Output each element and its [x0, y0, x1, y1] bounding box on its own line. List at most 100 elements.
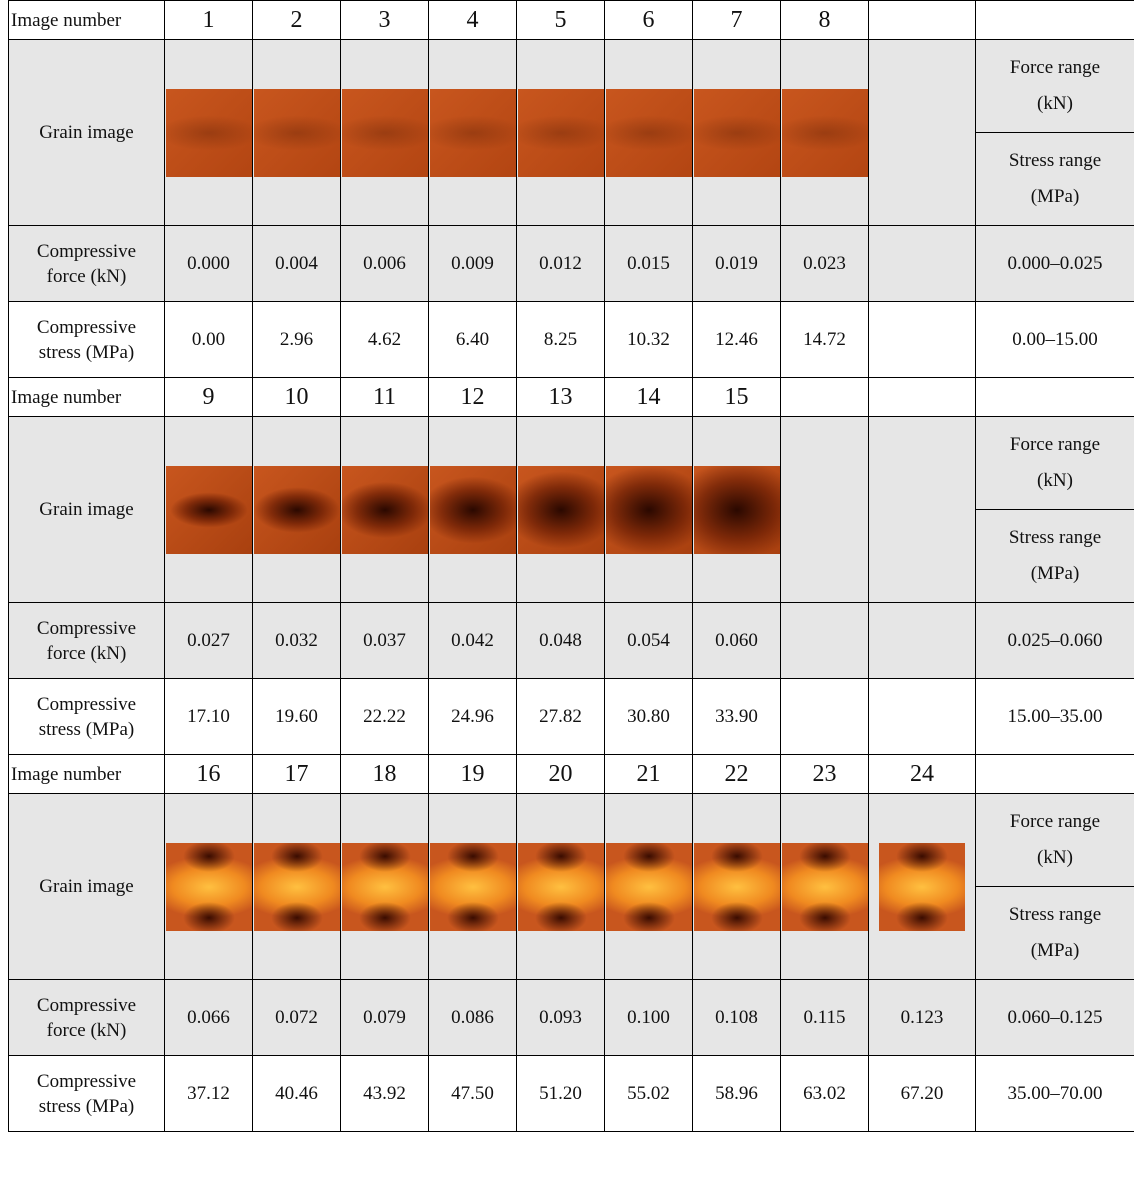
image-number: 3	[340, 0, 429, 40]
force-range: 0.025–0.060	[975, 602, 1134, 679]
image-number: 13	[516, 377, 605, 417]
label-text: Compressive stress (MPa)	[36, 1070, 137, 1117]
force-value: 0.037	[340, 602, 429, 679]
force-value: 0.009	[428, 225, 517, 302]
image-cell	[604, 793, 693, 980]
image-number: 1	[164, 0, 253, 40]
image-cell	[604, 416, 693, 603]
force-value: 0.015	[604, 225, 693, 302]
image-number: 21	[604, 754, 693, 794]
image-number: 12	[428, 377, 517, 417]
image-number: 4	[428, 0, 517, 40]
grain-image	[429, 88, 516, 177]
image-number: 24	[868, 754, 976, 794]
stress-value: 40.46	[252, 1055, 341, 1132]
stress-value: 14.72	[780, 301, 869, 378]
image-cell	[164, 416, 253, 603]
grain-image-row: Grain image Force range (kN) Stress range …	[8, 39, 1134, 226]
force-value: 0.042	[428, 602, 517, 679]
force-range-header: Force range (kN)	[1009, 57, 1101, 114]
image-cell	[428, 39, 517, 226]
stress-row: Compressive stress (MPa) 0.00 2.96 4.62 6.40…	[8, 301, 1134, 378]
stress-range: 15.00–35.00	[975, 678, 1134, 755]
image-number-row: Image number 1 2 3 4 5 6 7 8	[8, 0, 1134, 40]
stress-row: Compressive stress (MPa) 17.10 19.60 22.22 2…	[8, 678, 1134, 755]
grain-image	[517, 842, 604, 931]
image-cell	[692, 39, 781, 226]
grain-image	[165, 465, 252, 554]
empty-cell	[868, 301, 976, 378]
image-number: 15	[692, 377, 781, 417]
image-number: 19	[428, 754, 517, 794]
image-number: 11	[340, 377, 429, 417]
stress-value: 17.10	[164, 678, 253, 755]
empty-cell	[975, 0, 1134, 40]
stress-value: 2.96	[252, 301, 341, 378]
grain-image	[781, 88, 868, 177]
force-value: 0.023	[780, 225, 869, 302]
force-value: 0.027	[164, 602, 253, 679]
row-label: Image number	[8, 377, 165, 417]
image-cell	[164, 39, 253, 226]
stress-value: 55.02	[604, 1055, 693, 1132]
stress-row: Compressive stress (MPa) 37.12 40.46 43.92 4…	[8, 1055, 1134, 1132]
image-number: 7	[692, 0, 781, 40]
row-label: Compressive force (kN)	[8, 225, 165, 302]
grain-image	[429, 465, 516, 554]
range-header: Stress range (MPa)	[976, 510, 1134, 602]
grain-image-row: Grain image Force range (kN) Stress range …	[8, 416, 1134, 603]
image-cell	[516, 39, 605, 226]
image-cell	[692, 416, 781, 603]
stress-value: 63.02	[780, 1055, 869, 1132]
image-cell	[868, 39, 976, 226]
force-value: 0.032	[252, 602, 341, 679]
image-cell	[428, 793, 517, 980]
image-cell	[164, 793, 253, 980]
stress-value: 58.96	[692, 1055, 781, 1132]
grain-image	[781, 842, 868, 931]
image-number	[868, 377, 976, 417]
grain-image	[341, 88, 428, 177]
grain-image	[253, 842, 340, 931]
force-row: Compressive force (kN) 0.027 0.032 0.037 0.0…	[8, 602, 1134, 679]
image-number	[868, 0, 976, 40]
stress-value: 51.20	[516, 1055, 605, 1132]
grain-image	[605, 465, 692, 554]
image-cell	[252, 416, 341, 603]
empty-cell	[975, 754, 1134, 794]
grain-image	[165, 88, 252, 177]
image-number-row: Image number 16 17 18 19 20 21 22 23 24	[8, 754, 1134, 794]
row-label: Image number	[8, 0, 165, 40]
grain-image	[693, 465, 780, 554]
grain-image	[341, 465, 428, 554]
image-cell	[780, 416, 869, 603]
force-row: Compressive force (kN) 0.066 0.072 0.079 0.0…	[8, 979, 1134, 1056]
grain-image	[693, 842, 780, 931]
image-number: 10	[252, 377, 341, 417]
force-range: 0.060–0.125	[975, 979, 1134, 1056]
grain-image	[693, 88, 780, 177]
force-value: 0.060	[692, 602, 781, 679]
image-number: 2	[252, 0, 341, 40]
row-label: Grain image	[8, 39, 165, 226]
image-cell	[780, 793, 869, 980]
stress-value: 0.00	[164, 301, 253, 378]
label-text: Compressive force (kN)	[36, 240, 137, 287]
force-value: 0.012	[516, 225, 605, 302]
image-number-row: Image number 9 10 11 12 13 14 15	[8, 377, 1134, 417]
image-number: 18	[340, 754, 429, 794]
image-cell	[428, 416, 517, 603]
grain-image	[879, 842, 965, 931]
force-value: 0.086	[428, 979, 517, 1056]
image-cell	[868, 416, 976, 603]
image-number: 20	[516, 754, 605, 794]
force-value: 0.072	[252, 979, 341, 1056]
force-value: 0.093	[516, 979, 605, 1056]
image-number: 8	[780, 0, 869, 40]
force-range-header: Force range (kN)	[1009, 434, 1101, 491]
row-label: Compressive force (kN)	[8, 979, 165, 1056]
empty-cell	[975, 377, 1134, 417]
force-value: 0.000	[164, 225, 253, 302]
image-number: 16	[164, 754, 253, 794]
